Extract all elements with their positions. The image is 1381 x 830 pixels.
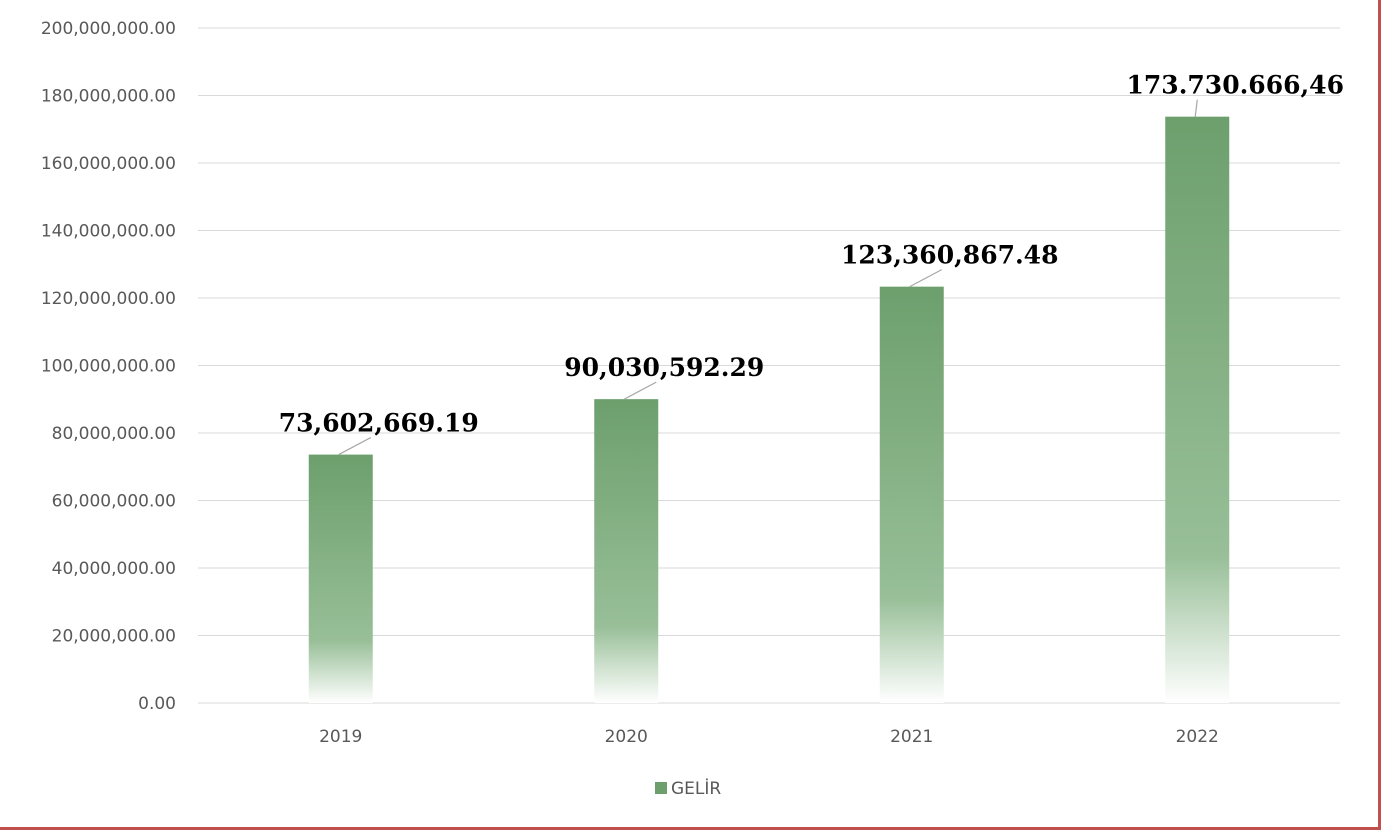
x-axis-ticks: 2019 2020 2021 2022 [319,727,1219,747]
gridlines [198,27,1340,704]
leader-lines [338,99,1198,456]
y-tick-label: 0.00 [138,694,176,714]
leader-line [338,437,372,456]
bar-2021[interactable] [879,286,944,703]
data-label-2020: 90,030,592.29 [564,353,764,382]
y-tick-label: 140,000,000.00 [41,222,176,242]
legend-label: GELİR [671,778,721,799]
y-tick-label: 60,000,000.00 [52,492,176,512]
x-tick-label: 2019 [319,727,362,747]
x-tick-label: 2021 [890,727,933,747]
y-tick-label: 20,000,000.00 [52,627,176,647]
y-tick-label: 100,000,000.00 [41,357,176,377]
leader-line [623,381,657,400]
y-tick-label: 120,000,000.00 [41,289,176,309]
legend-swatch [655,782,667,794]
y-tick-label: 200,000,000.00 [41,19,176,39]
bars [308,116,1230,704]
y-tick-label: 180,000,000.00 [41,87,176,107]
leader-line [909,269,943,288]
data-label-2019: 73,602,669.19 [279,409,479,438]
leader-line [1194,99,1198,117]
bar-2019[interactable] [308,454,373,703]
y-axis-ticks: 0.00 20,000,000.00 40,000,000.00 60,000,000… [41,19,176,714]
x-tick-label: 2022 [1176,727,1219,747]
data-label-2022: 173.730.666,46 [1127,71,1344,100]
y-tick-label: 40,000,000.00 [52,559,176,579]
data-label-2021: 123,360,867.48 [841,241,1058,270]
bar-2020[interactable] [594,399,659,703]
bar-2022[interactable] [1165,116,1230,704]
legend[interactable]: GELİR [655,778,721,799]
data-labels: 73,602,669.19 90,030,592.29 123,360,867.48… [279,71,1344,438]
y-tick-label: 160,000,000.00 [41,154,176,174]
y-tick-label: 80,000,000.00 [52,424,176,444]
x-tick-label: 2020 [605,727,648,747]
